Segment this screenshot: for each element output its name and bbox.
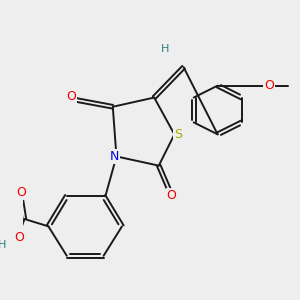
Text: H: H xyxy=(0,240,7,250)
Text: S: S xyxy=(174,128,182,141)
Text: O: O xyxy=(66,90,76,103)
Text: H: H xyxy=(161,44,170,54)
Text: O: O xyxy=(264,79,274,92)
Text: O: O xyxy=(167,189,177,202)
Text: O: O xyxy=(16,186,26,199)
Text: O: O xyxy=(14,231,24,244)
Text: N: N xyxy=(110,150,119,163)
